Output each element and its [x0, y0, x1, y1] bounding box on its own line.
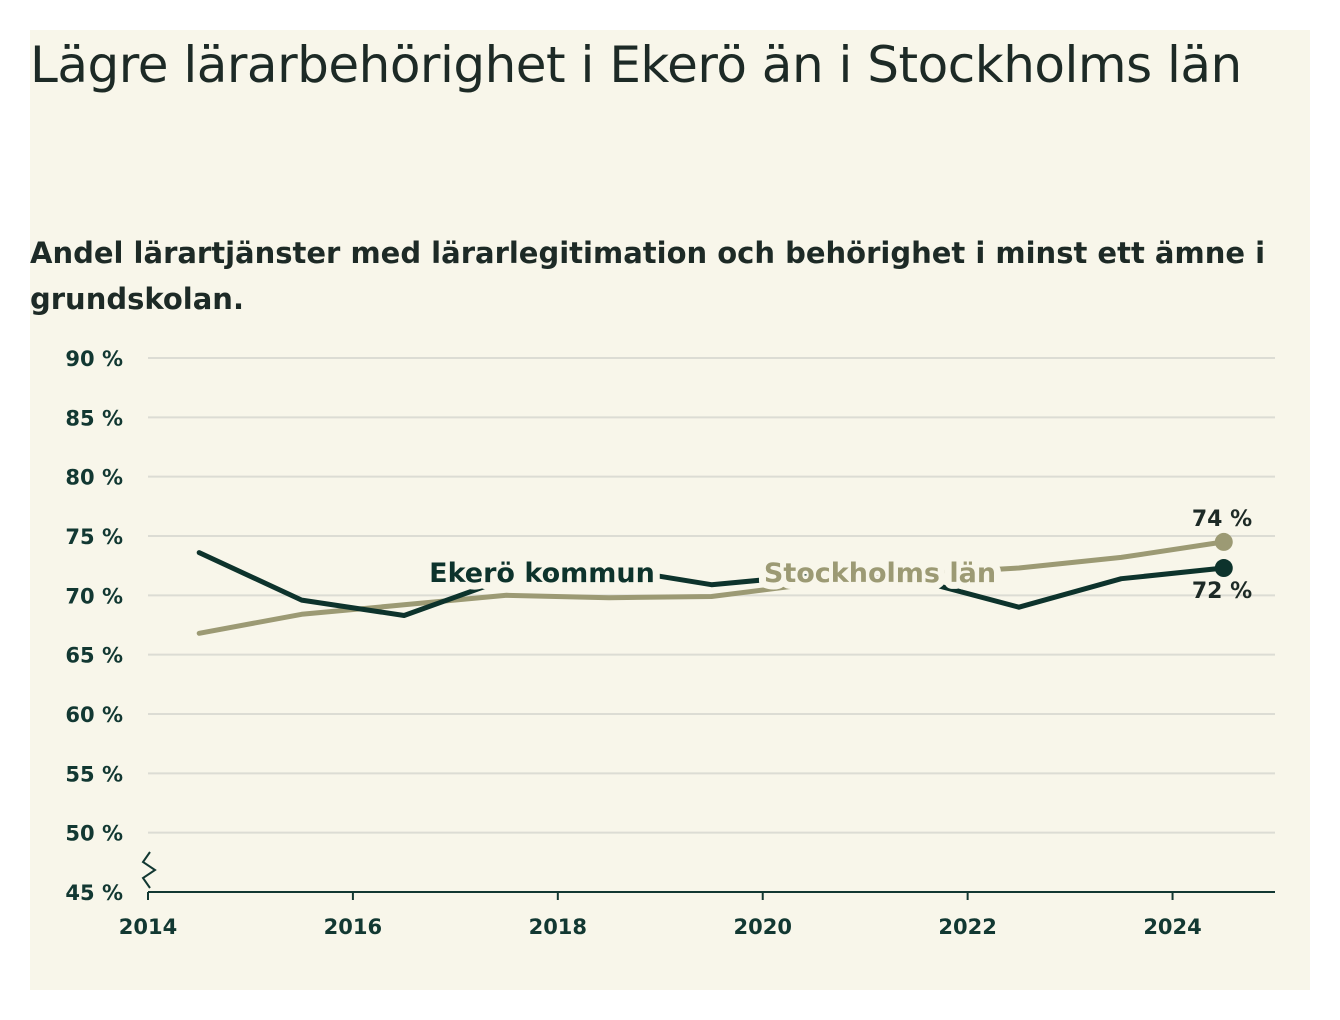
y-tick-label: 70 %	[65, 584, 123, 608]
chart-panel	[30, 30, 1310, 990]
y-tick-label: 50 %	[65, 822, 123, 846]
y-tick-label: 45 %	[65, 881, 123, 905]
x-tick-label: 2014	[119, 915, 177, 939]
x-tick-label: 2022	[938, 915, 996, 939]
y-tick-label: 75 %	[65, 525, 123, 549]
y-tick-label: 65 %	[65, 644, 123, 668]
x-tick-label: 2016	[324, 915, 382, 939]
series-label: Ekerö kommun	[429, 558, 655, 589]
chart-subtitle: Andel lärartjänster med lärarlegitimatio…	[30, 236, 1266, 316]
x-tick-label: 2020	[734, 915, 792, 939]
series-line-stockholm	[196, 539, 1227, 636]
series-end-point	[1214, 559, 1233, 578]
axis-break-icon	[141, 851, 157, 889]
y-tick-label: 90 %	[65, 347, 123, 371]
x-tick-label: 2018	[529, 915, 587, 939]
series-end-point	[1214, 532, 1233, 551]
series-label: Stockholms län	[764, 558, 996, 589]
chart-title: Lägre lärarbehörighet i Ekerö än i Stock…	[30, 36, 1242, 94]
y-tick-label: 60 %	[65, 703, 123, 727]
series-line-ekero	[196, 550, 1227, 618]
end-value-label: 72 %	[1192, 579, 1252, 604]
y-tick-label: 80 %	[65, 466, 123, 490]
y-tick-label: 55 %	[65, 762, 123, 786]
x-tick-label: 2024	[1143, 915, 1201, 939]
end-value-label: 74 %	[1192, 507, 1252, 532]
y-tick-label: 85 %	[65, 406, 123, 430]
